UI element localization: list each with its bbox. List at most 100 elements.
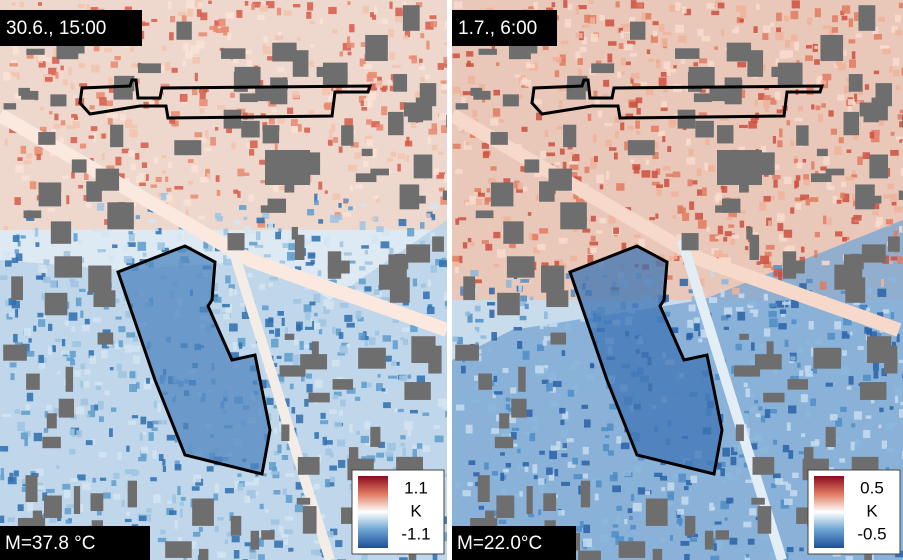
texture — [796, 162, 803, 169]
building — [681, 233, 699, 251]
texture — [503, 216, 511, 223]
texture — [222, 303, 230, 308]
texture — [233, 219, 241, 226]
texture — [550, 445, 557, 451]
texture — [249, 149, 255, 156]
texture — [64, 320, 70, 327]
texture — [864, 84, 870, 90]
texture — [277, 31, 282, 36]
texture — [426, 213, 431, 218]
texture — [885, 422, 894, 430]
texture — [360, 435, 369, 444]
texture — [71, 326, 76, 332]
building — [497, 292, 520, 316]
texture — [760, 415, 766, 423]
texture — [582, 37, 587, 45]
texture — [675, 24, 685, 33]
texture — [140, 446, 149, 454]
building — [490, 132, 508, 145]
texture — [635, 465, 642, 473]
texture — [667, 495, 674, 501]
texture — [284, 327, 289, 336]
texture — [141, 162, 148, 168]
texture — [394, 14, 402, 23]
label-box — [0, 10, 142, 46]
texture — [880, 45, 884, 49]
texture — [517, 448, 521, 454]
texture — [806, 278, 813, 284]
texture — [581, 24, 590, 28]
texture — [179, 508, 183, 518]
texture — [840, 181, 847, 188]
texture — [177, 486, 181, 496]
texture — [338, 202, 342, 208]
texture — [477, 192, 485, 197]
texture — [381, 19, 388, 24]
texture — [832, 195, 838, 204]
texture — [695, 212, 703, 220]
texture — [866, 328, 872, 336]
texture — [77, 4, 85, 9]
texture — [101, 152, 105, 160]
texture — [153, 157, 158, 164]
texture — [754, 399, 759, 404]
texture — [260, 179, 266, 184]
texture — [73, 95, 78, 100]
building — [365, 34, 388, 62]
texture — [523, 431, 531, 435]
building — [446, 114, 447, 128]
texture — [840, 290, 847, 294]
texture — [715, 540, 722, 550]
texture — [891, 276, 897, 283]
texture — [641, 12, 647, 21]
building — [302, 506, 317, 534]
texture — [250, 230, 255, 234]
texture — [126, 511, 130, 516]
texture — [848, 99, 855, 106]
texture — [760, 255, 770, 265]
texture — [419, 222, 425, 229]
texture — [305, 373, 312, 379]
texture — [673, 65, 677, 69]
texture — [814, 59, 820, 65]
texture — [419, 62, 425, 70]
texture — [226, 127, 233, 134]
texture — [675, 330, 681, 339]
texture — [632, 502, 642, 512]
texture — [92, 477, 97, 483]
texture — [4, 139, 8, 146]
texture — [335, 540, 343, 548]
texture — [444, 20, 447, 30]
texture — [879, 407, 884, 413]
texture — [885, 447, 895, 452]
texture — [781, 481, 789, 485]
building — [782, 251, 797, 279]
texture — [110, 61, 118, 68]
texture — [225, 12, 235, 19]
texture — [371, 217, 376, 221]
texture — [720, 289, 725, 298]
texture — [763, 261, 772, 268]
texture — [526, 63, 535, 69]
texture — [16, 76, 21, 80]
texture — [126, 332, 136, 338]
texture — [806, 17, 813, 25]
texture — [567, 389, 575, 397]
texture — [581, 460, 590, 466]
texture — [309, 60, 315, 67]
texture — [410, 325, 418, 333]
texture — [9, 472, 14, 482]
texture — [438, 151, 444, 155]
texture — [70, 427, 80, 436]
texture — [719, 253, 728, 261]
building — [311, 341, 319, 365]
texture — [783, 15, 789, 22]
texture — [676, 234, 682, 242]
colorbar-min: -0.5 — [857, 524, 886, 543]
texture — [856, 101, 861, 105]
colorbar-unit: K — [410, 501, 422, 520]
building — [771, 66, 798, 77]
texture — [760, 447, 768, 454]
texture — [60, 120, 66, 126]
texture — [61, 338, 66, 347]
